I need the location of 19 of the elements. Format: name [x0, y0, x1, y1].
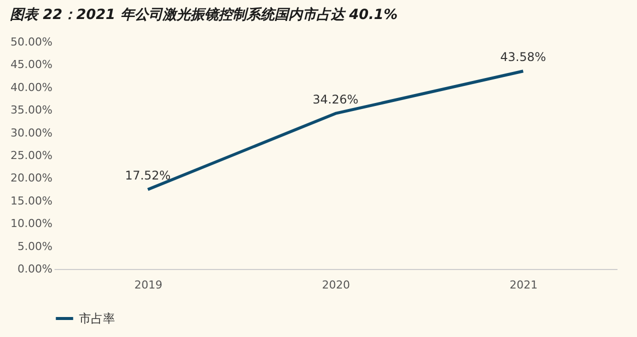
data-label: 34.26%	[312, 92, 358, 106]
y-tick-label: 50.00%	[10, 36, 52, 48]
legend-label: 市占率	[79, 312, 115, 326]
chart-title: 图表 22：2021 年公司激光振镜控制系统国内市占达 40.1%	[10, 6, 398, 23]
y-tick-label: 10.00%	[10, 217, 52, 230]
x-tick-label: 2019	[134, 278, 162, 292]
y-tick-label: 5.00%	[18, 240, 52, 253]
x-tick-label: 2020	[322, 278, 350, 292]
y-tick-label: 30.00%	[10, 126, 52, 140]
y-tick-label: 15.00%	[10, 194, 52, 208]
y-tick-label: 0.00%	[18, 262, 52, 276]
y-tick-label: 20.00%	[10, 172, 52, 185]
y-tick-label: 25.00%	[10, 149, 52, 162]
data-label: 17.52%	[124, 168, 171, 182]
y-tick-label: 40.00%	[10, 80, 52, 94]
data-label: 43.58%	[500, 50, 546, 64]
y-tick-label: 45.00%	[10, 58, 52, 72]
x-tick-label: 2021	[510, 278, 538, 292]
y-tick-label: 35.00%	[10, 104, 52, 117]
